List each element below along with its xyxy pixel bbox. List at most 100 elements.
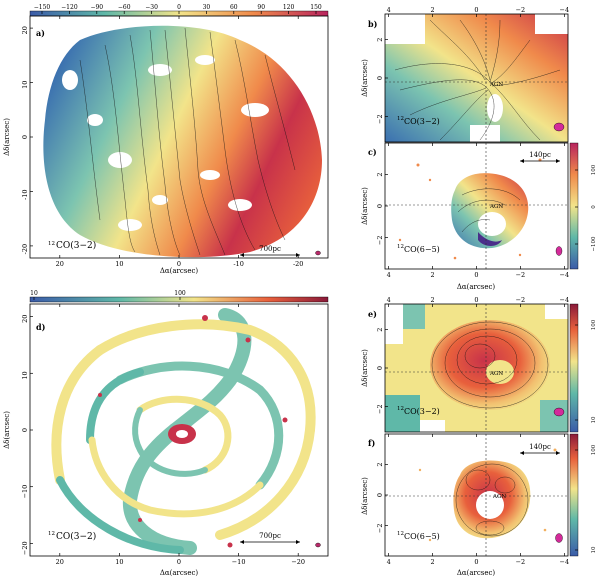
axis-ticks-f: 4 2 0 −2 −4 2 0 −2 <box>376 434 569 566</box>
axis-ticks-a: 20 10 0 -10 -20 20 10 0 -10 -20 <box>21 16 303 268</box>
x-tick-label: 0 <box>474 558 478 566</box>
colorbar-tick-label: −60 <box>118 4 131 11</box>
x-tick-label: 20 <box>56 260 64 268</box>
xlabel-d: Δα(arcsec) <box>160 569 199 577</box>
masked-center-c <box>478 212 506 236</box>
hot-spots-d <box>98 315 288 548</box>
svg-text:700pc: 700pc <box>259 245 281 253</box>
contours-e <box>431 321 549 409</box>
colorbar-tick-label: 30 <box>203 4 211 11</box>
y-tick-label: 0 <box>376 366 384 370</box>
xlabel-a: Δα(arcsec) <box>160 267 199 275</box>
axis-ticks-d: 20 10 0 −10 −20 20 10 0 −10 −20 <box>21 304 305 566</box>
colorbar-tick-label: 10 <box>591 546 597 553</box>
colorbar-tick-label: 100 <box>591 164 597 175</box>
svg-text:700pc: 700pc <box>259 532 281 540</box>
line-label-f: 12 CO(6−5) <box>397 531 440 541</box>
x-tick-label-top: −4 <box>560 6 570 14</box>
scale-bar-c: 140pc <box>520 151 560 163</box>
ylabel-c: Δδ(arcsec) <box>361 187 369 225</box>
ylabel-e: Δδ(arcsec) <box>361 349 369 387</box>
x-tick-label: -20 <box>293 260 303 268</box>
y-tick-label: 2 <box>376 38 384 42</box>
colorbar-c-ticks: 100 0 −100 <box>575 164 597 252</box>
panel-f: f) AGN 140pc 12 CO(6−5) 100 10 4 2 0 −2 −4 2 0 −… <box>361 433 597 577</box>
agn-marker-b: AGN <box>489 82 503 88</box>
x-tick-label-top: 0 <box>474 6 478 14</box>
velocity-field-a <box>43 25 323 258</box>
y-tick-label: 0 <box>376 204 384 208</box>
x-tick-label: −2 <box>516 271 526 279</box>
svg-text:12: 12 <box>397 244 404 250</box>
ylabel-d: Δδ(arcsec) <box>3 411 11 449</box>
panel-e: e) AGN 12 CO(3−2) 100 10 4 2 0 −2 −4 2 0 −2 Δδ(a… <box>361 296 597 433</box>
panel-a: −150 −120 −90 −60 −30 0 30 60 90 120 150 <box>3 4 329 275</box>
scale-bar-f: 140pc <box>520 443 560 455</box>
x-tick-label: 0 <box>474 271 478 279</box>
contours-a <box>79 27 296 256</box>
colorbar-tick-label: −100 <box>591 236 597 252</box>
colorbar-tick-label: −150 <box>34 4 51 11</box>
y-tick-label: −2 <box>376 236 384 246</box>
y-tick-label: -10 <box>21 189 29 199</box>
svg-text:12: 12 <box>397 116 404 122</box>
svg-text:CO(3−2): CO(3−2) <box>404 407 440 416</box>
ylabel-f: Δδ(arcsec) <box>361 477 369 515</box>
x-tick-label-top: −2 <box>516 296 526 304</box>
svg-text:12: 12 <box>397 531 404 537</box>
spiral-arms-d <box>51 308 316 555</box>
x-tick-label: −4 <box>560 271 570 279</box>
panel-letter-e: e) <box>368 309 377 319</box>
line-label-e: 12 CO(3−2) <box>397 406 440 416</box>
panel-d: 10 100 <box>3 290 329 577</box>
colorbar-tick-label: 60 <box>230 4 238 11</box>
x-tick-label: 10 <box>115 558 123 566</box>
y-tick-label: 0 <box>376 76 384 80</box>
beam-f <box>555 533 563 543</box>
panel-letter-b: b) <box>368 19 378 29</box>
x-tick-label: 4 <box>387 558 391 566</box>
y-tick-label: -20 <box>21 244 29 254</box>
x-tick-label: 0 <box>177 558 181 566</box>
y-tick-label: 0 <box>376 493 384 497</box>
colorbar-tick-label: 10 <box>591 416 597 423</box>
x-tick-label: 10 <box>115 260 123 268</box>
x-tick-label: 4 <box>387 271 391 279</box>
y-tick-label: 0 <box>21 135 29 139</box>
scattered-emission-c <box>398 158 542 260</box>
ylabel-b: Δδ(arcsec) <box>361 59 369 97</box>
colorbar-a-ticks: −150 −120 −90 −60 −30 0 30 60 90 120 150 <box>34 4 322 14</box>
x-tick-label: -10 <box>233 260 243 268</box>
scale-bar-a: 700pc <box>240 245 300 257</box>
line-label-b: 12 CO(3−2) <box>397 116 440 126</box>
colorbar-tick-label: −90 <box>90 4 103 11</box>
colorbar-tick-label: 100 <box>174 290 186 297</box>
contours-c <box>457 188 521 233</box>
y-tick-label: 0 <box>21 428 29 432</box>
x-tick-label: 2 <box>431 271 435 279</box>
colorbar-tick-label: 150 <box>310 4 322 11</box>
x-tick-label-top: 4 <box>387 296 391 304</box>
masked-regions-b <box>385 14 568 142</box>
panel-letter-c: c) <box>368 147 377 157</box>
x-tick-label-top: 4 <box>387 6 391 14</box>
panel-b: b) AGN 12 CO(3−2) 4 2 0 −2 −4 2 0 −2 Δδ(arcsec) <box>361 6 570 143</box>
axis-ticks-e: 4 2 0 −2 −4 2 0 −2 <box>376 296 569 414</box>
colorbar-tick-label: −30 <box>145 4 158 11</box>
line-label-c: 12 CO(6−5) <box>397 244 440 254</box>
svg-text:12: 12 <box>48 531 55 537</box>
y-tick-label: 10 <box>21 81 29 89</box>
colorbar-c <box>569 142 579 270</box>
contours-f <box>455 463 529 537</box>
colorbar-e-ticks: 100 10 <box>575 319 597 424</box>
colorbar-tick-label: −120 <box>61 4 78 11</box>
panel-c: c) AGN 140pc 12 CO(6−5) 100 0 −100 4 2 0 −2 −4… <box>361 142 597 291</box>
y-tick-label: −2 <box>376 114 384 124</box>
x-tick-label: −2 <box>516 558 526 566</box>
colorbar-e <box>569 303 579 433</box>
x-tick-label-top: 0 <box>474 296 478 304</box>
x-tick-label-top: −4 <box>560 296 570 304</box>
y-tick-label: 2 <box>376 463 384 467</box>
y-tick-label: 2 <box>376 173 384 177</box>
colorbar-f <box>569 433 579 557</box>
